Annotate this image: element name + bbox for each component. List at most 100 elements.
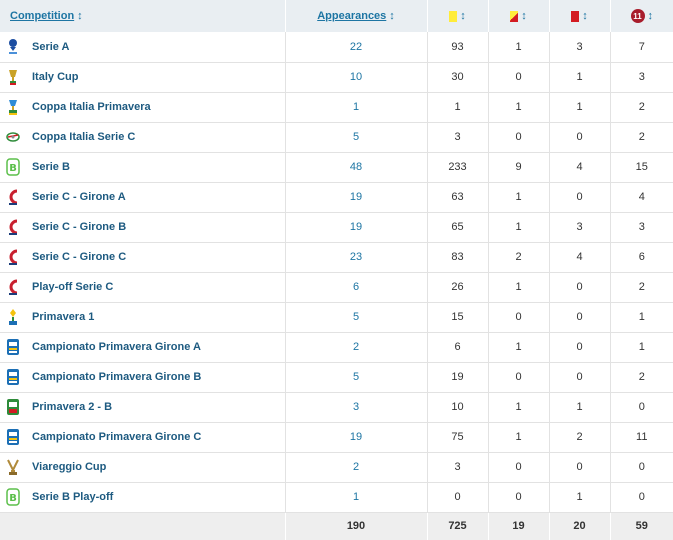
competition-cell: Serie A: [0, 32, 286, 63]
competition-cell: Coppa Italia Primavera: [0, 92, 286, 123]
appearances-cell[interactable]: 3: [285, 392, 428, 423]
substituted-off-cell: 15: [610, 152, 673, 183]
yellow-red-cards-cell: 1: [488, 422, 550, 453]
substitution-badge-icon: 11: [630, 9, 645, 23]
appearances-link[interactable]: 10: [349, 71, 363, 83]
competition-cell: B Serie B Play-off: [0, 482, 286, 513]
competition-name-link[interactable]: Coppa Italia Primavera: [32, 101, 151, 113]
substituted-off-cell: 1: [610, 302, 673, 333]
appearances-cell[interactable]: 1: [285, 92, 428, 123]
substituted-off-cell: 4: [610, 182, 673, 213]
sort-icon[interactable]: ↕: [389, 10, 395, 22]
substituted-off-cell: 0: [610, 482, 673, 513]
substituted-off-header[interactable]: 11 ↕: [610, 0, 673, 32]
substituted-off-cell: 11: [610, 422, 673, 453]
appearances-cell[interactable]: 6: [285, 272, 428, 303]
yellow-cards-cell: 65: [427, 212, 489, 243]
appearances-link[interactable]: 19: [349, 431, 363, 443]
appearances-cell[interactable]: 19: [285, 212, 428, 243]
competition-name-link[interactable]: Campionato Primavera Girone A: [32, 341, 201, 353]
yellow-red-cards-header[interactable]: ↕: [488, 0, 550, 32]
appearances-link[interactable]: 5: [352, 131, 360, 143]
yellow-red-cards-cell: 0: [488, 362, 550, 393]
competition-name-link[interactable]: Serie B Play-off: [32, 491, 114, 503]
red-cards-cell: 4: [549, 152, 611, 183]
appearances-cell[interactable]: 19: [285, 182, 428, 213]
appearances-link[interactable]: 23: [349, 251, 363, 263]
table-header-row: Competition ↕ Appearances ↕ ↕ ↕ ↕ 11 ↕: [0, 0, 673, 32]
red-cards-cell: 0: [549, 452, 611, 483]
appearances-cell[interactable]: 2: [285, 452, 428, 483]
yellow-cards-cell: 3: [427, 122, 489, 153]
sort-icon[interactable]: ↕: [582, 10, 588, 22]
competition-name-link[interactable]: Viareggio Cup: [32, 461, 107, 473]
competition-name-link[interactable]: Serie A: [32, 40, 70, 53]
competition-name-link[interactable]: Serie C - Girone B: [32, 221, 127, 233]
appearances-link[interactable]: 48: [349, 161, 363, 173]
red-cards-header[interactable]: ↕: [549, 0, 611, 32]
substituted-off-cell: 3: [610, 62, 673, 93]
sort-icon[interactable]: ↕: [77, 10, 83, 22]
competition-header[interactable]: Competition ↕: [0, 0, 286, 32]
competition-name-link[interactable]: Serie C - Girone C: [32, 251, 127, 263]
appearances-cell[interactable]: 1: [285, 482, 428, 513]
svg-text:B: B: [9, 163, 17, 174]
yellow-card-icon: [449, 10, 458, 22]
substituted-off-cell: 2: [610, 272, 673, 303]
appearances-link[interactable]: 19: [349, 191, 363, 203]
appearances-cell[interactable]: 19: [285, 422, 428, 453]
competition-cell: Serie C - Girone A: [0, 182, 286, 213]
competition-name-link[interactable]: Serie B: [32, 161, 70, 173]
competition-name-link[interactable]: Serie C - Girone A: [32, 191, 126, 203]
appearances-link[interactable]: 6: [352, 281, 360, 293]
appearances-header[interactable]: Appearances ↕: [285, 0, 428, 32]
appearances-link[interactable]: 2: [352, 461, 360, 473]
yellow-cards-cell: 10: [427, 392, 489, 423]
table-row: Primavera 2 - B 3 10 1 1 0: [0, 392, 673, 423]
competition-cell: Campionato Primavera Girone B: [0, 362, 286, 393]
sort-icon[interactable]: ↕: [521, 10, 527, 22]
svg-text:B: B: [9, 493, 17, 504]
red-cards-cell: 0: [549, 332, 611, 363]
appearances-cell[interactable]: 10: [285, 62, 428, 93]
competition-name-link[interactable]: Italy Cup: [32, 71, 79, 83]
competition-header-label[interactable]: Competition: [10, 10, 75, 22]
competition-name-link[interactable]: Primavera 1: [32, 311, 95, 323]
yellow-cards-header[interactable]: ↕: [427, 0, 489, 32]
appearances-link[interactable]: 3: [352, 401, 360, 413]
sort-icon[interactable]: ↕: [460, 10, 466, 22]
competition-cell: Campionato Primavera Girone A: [0, 332, 286, 363]
serie-b-logo-icon: B: [6, 488, 20, 506]
competition-name-link[interactable]: Campionato Primavera Girone C: [32, 431, 202, 443]
appearances-header-label[interactable]: Appearances: [317, 10, 387, 22]
appearances-link[interactable]: 5: [352, 311, 360, 323]
appearances-cell[interactable]: 2: [285, 332, 428, 363]
yellow-red-cards-cell: 1: [488, 272, 550, 303]
red-cards-cell: 3: [549, 212, 611, 243]
appearances-cell[interactable]: 5: [285, 122, 428, 153]
competition-name-link[interactable]: Coppa Italia Serie C: [32, 131, 136, 143]
appearances-link[interactable]: 1: [352, 101, 360, 113]
yellow-red-cards-cell: 0: [488, 122, 550, 153]
sort-icon[interactable]: ↕: [647, 9, 654, 22]
appearances-cell[interactable]: 5: [285, 302, 428, 333]
appearances-link[interactable]: 22: [349, 40, 363, 53]
appearances-cell[interactable]: 22: [285, 32, 428, 63]
appearances-link[interactable]: 5: [352, 371, 360, 383]
appearances-cell[interactable]: 5: [285, 362, 428, 393]
appearances-link[interactable]: 1: [352, 491, 360, 503]
campionato-primavera-logo-icon: [6, 338, 20, 356]
yellow-cards-cell: 3: [427, 452, 489, 483]
competition-name-link[interactable]: Play-off Serie C: [32, 281, 114, 293]
totals-row: 190 725 19 20 59: [0, 512, 673, 540]
competition-name-link[interactable]: Campionato Primavera Girone B: [32, 371, 202, 383]
red-cards-cell: 1: [549, 482, 611, 513]
appearances-cell[interactable]: 23: [285, 242, 428, 273]
yellow-cards-cell: 15: [427, 302, 489, 333]
appearances-link[interactable]: 19: [349, 221, 363, 233]
yellow-cards-cell: 30: [427, 62, 489, 93]
appearances-cell[interactable]: 48: [285, 152, 428, 183]
table-row: Serie C - Girone C 23 83 2 4 6: [0, 242, 673, 273]
appearances-link[interactable]: 2: [352, 341, 360, 353]
competition-name-link[interactable]: Primavera 2 - B: [32, 401, 113, 413]
